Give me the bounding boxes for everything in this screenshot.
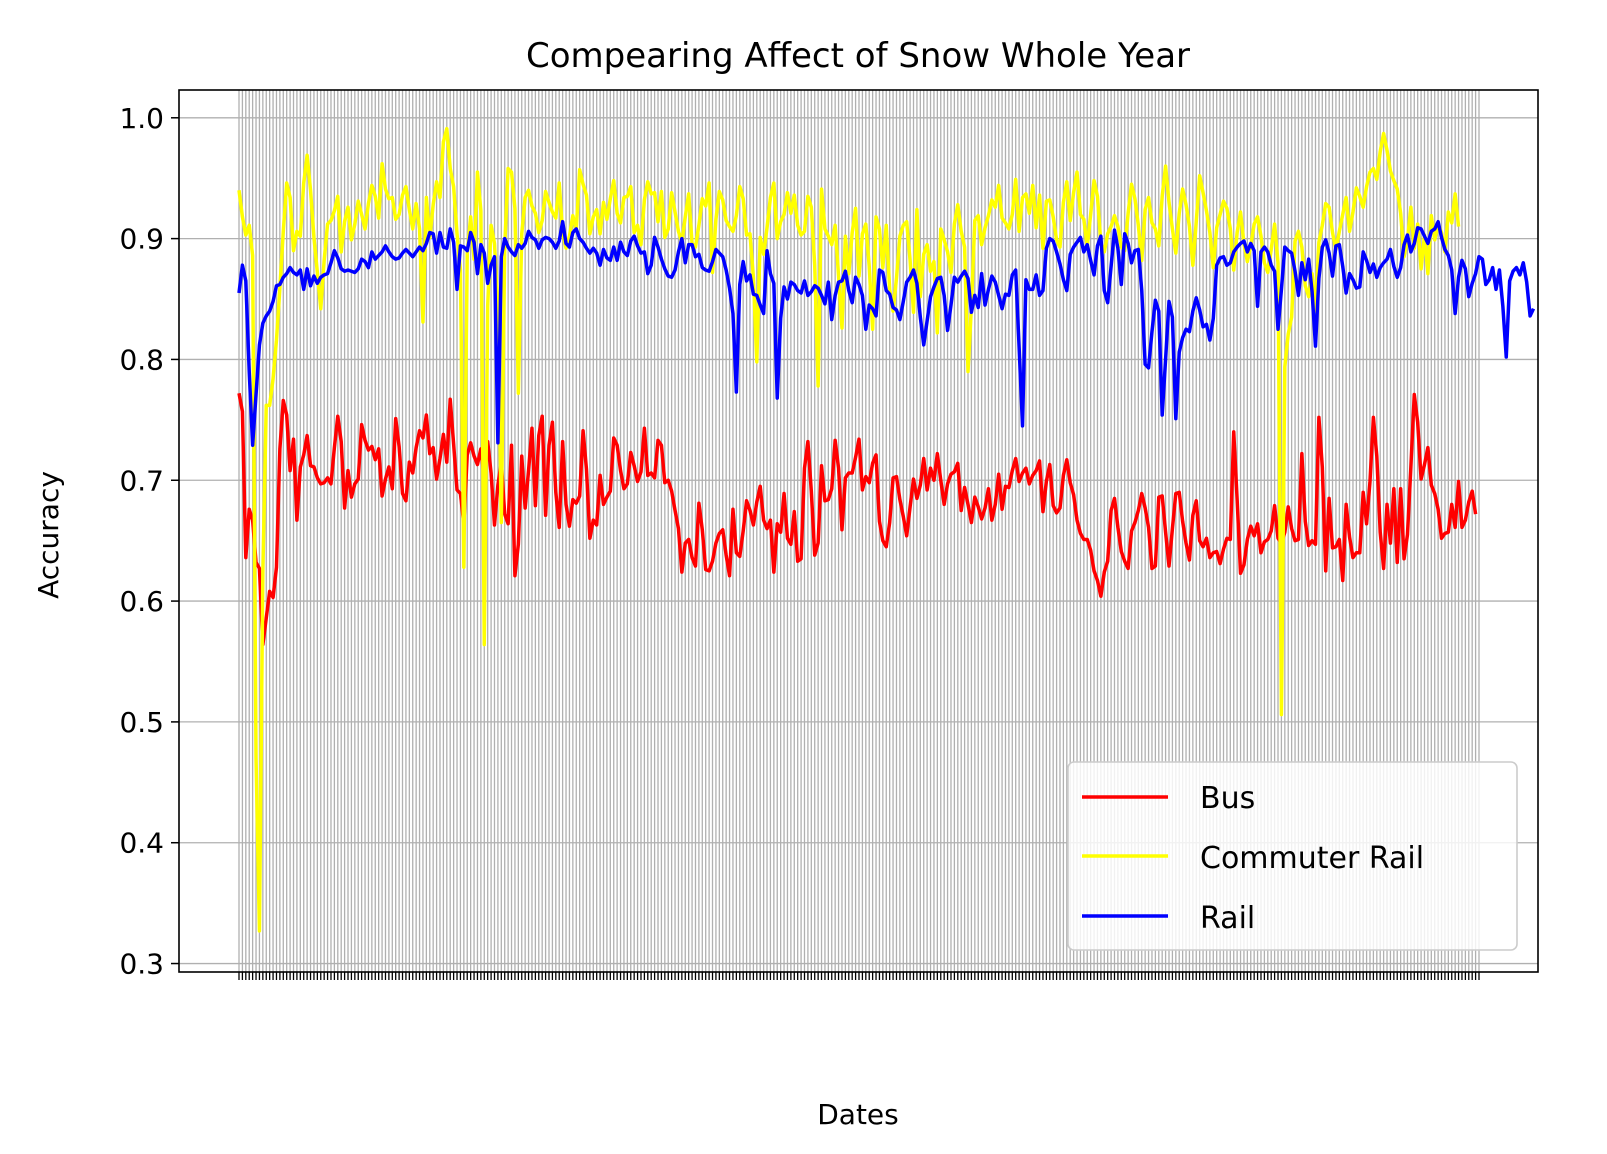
y-tick-label: 0.9: [119, 223, 164, 256]
legend-label-commuter-rail: Commuter Rail: [1200, 841, 1424, 876]
y-tick-label: 0.4: [119, 827, 164, 860]
y-tick-label: 0.8: [119, 343, 164, 376]
y-axis: 0.3 0.4 0.5 0.6 0.7 0.8 0.9 1.0: [119, 102, 179, 981]
series-line-commuter-rail: [237, 126, 1461, 933]
y-tick-label: 0.5: [119, 706, 164, 739]
y-tick-label: 0.7: [119, 464, 164, 497]
legend-label-bus: Bus: [1200, 781, 1255, 816]
y-axis-label: Accuracy: [32, 471, 65, 599]
series-line-rail: [237, 219, 1536, 447]
y-tick-label: 0.6: [119, 585, 164, 618]
legend-label-rail: Rail: [1200, 901, 1255, 936]
y-tick-label: 1.0: [119, 102, 164, 135]
legend: Bus Commuter Rail Rail: [1067, 761, 1518, 951]
legend-box: [1067, 761, 1518, 951]
chart-title: Compearing Affect of Snow Whole Year: [526, 36, 1190, 76]
y-tick-label: 0.3: [119, 948, 164, 981]
series-lines: [237, 126, 1536, 933]
x-axis: [238, 972, 1480, 980]
x-axis-label: Dates: [817, 1098, 899, 1131]
series-line-bus: [237, 392, 1478, 647]
